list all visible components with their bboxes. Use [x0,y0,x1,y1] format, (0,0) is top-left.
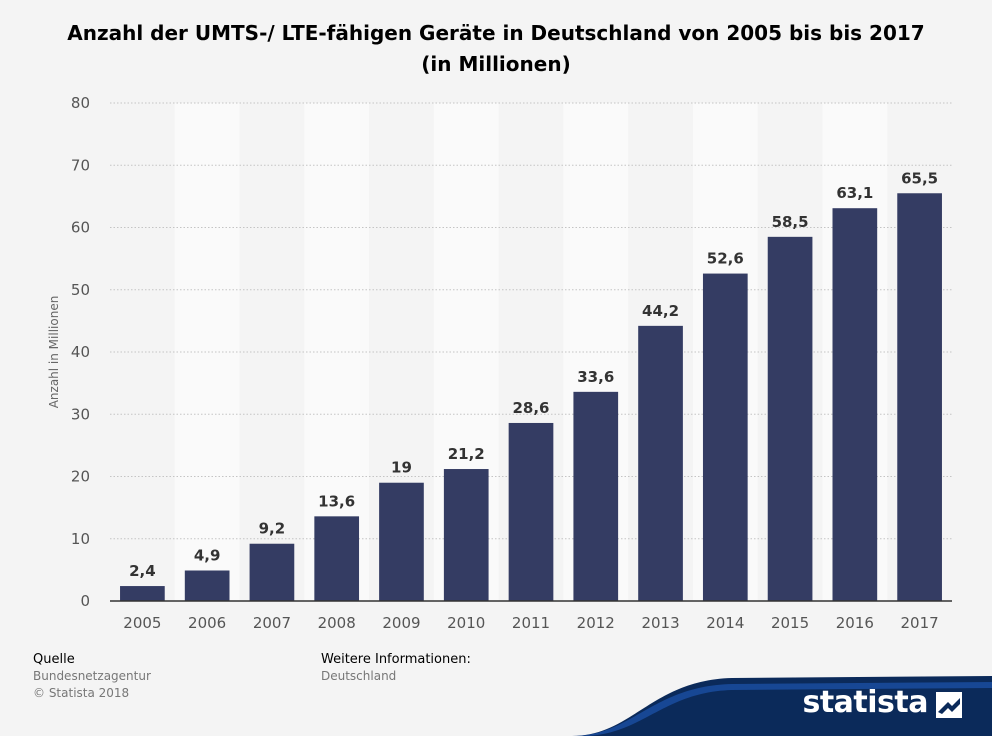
bar[interactable] [897,193,942,601]
y-tick-label: 50 [71,281,90,299]
data-label: 28,6 [512,399,549,417]
data-label: 58,5 [772,213,809,231]
chart-title-line-1: Anzahl der UMTS-/ LTE-fähigen Geräte in … [67,21,925,45]
bar[interactable] [832,208,878,601]
bar[interactable] [767,236,813,601]
bars [120,193,942,601]
x-axis-ticks: 2005 2006 2007 2008 2009 2010 2011 2012 2013 2014… [123,614,938,632]
data-label: 44,2 [642,302,679,320]
data-label: 33,6 [577,368,614,386]
bar[interactable] [120,586,165,601]
info-heading: Weitere Informationen: [321,652,471,667]
x-tick-label: 2012 [577,614,615,632]
data-label: 21,2 [448,445,485,463]
y-tick-label: 10 [71,530,90,548]
data-label: 2,4 [129,562,156,580]
bar[interactable] [573,391,619,601]
y-axis-ticks: 0 10 20 30 40 50 60 70 80 [71,94,90,610]
x-tick-label: 2015 [771,614,809,632]
value-labels: 2,4 4,9 9,2 13,6 19 21,2 28,6 33,6 44,2 52,6 58,5 6… [129,169,938,580]
data-label: 19 [391,459,412,477]
x-tick-label: 2011 [512,614,550,632]
y-axis-label: Anzahl in Millionen [47,296,61,409]
data-label: 63,1 [836,184,873,202]
data-label: 52,6 [707,250,744,268]
info-value: Deutschland [321,669,397,683]
bar[interactable] [379,482,424,601]
y-tick-label: 60 [71,219,90,237]
x-tick-label: 2010 [447,614,485,632]
info-block: Weitere Informationen: Deutschland [321,651,471,685]
x-tick-label: 2017 [901,614,939,632]
background-band [174,103,240,601]
y-tick-label: 20 [71,468,90,486]
bar[interactable] [443,469,489,601]
x-tick-label: 2013 [641,614,679,632]
y-tick-label: 40 [71,343,90,361]
data-label: 65,5 [901,169,938,187]
chart-title-line-2: (in Millionen) [421,52,571,76]
source-name[interactable]: Bundesnetzagentur [33,669,151,683]
data-label: 13,6 [318,492,355,510]
x-tick-label: 2009 [382,614,420,632]
brand-name[interactable]: statista [802,685,928,720]
bar[interactable] [638,325,683,601]
x-tick-label: 2006 [188,614,226,632]
bar[interactable] [314,516,360,601]
data-label: 9,2 [259,520,286,538]
y-tick-label: 70 [71,156,90,174]
y-tick-label: 80 [71,94,90,112]
x-tick-label: 2016 [836,614,874,632]
chart-title: Anzahl der UMTS-/ LTE-fähigen Geräte in … [0,18,992,80]
y-tick-label: 0 [80,592,90,610]
y-tick-label: 30 [71,405,90,423]
x-tick-label: 2008 [318,614,356,632]
bar[interactable] [184,570,230,601]
statista-logo-icon[interactable] [936,692,962,718]
x-tick-label: 2014 [706,614,744,632]
x-tick-label: 2007 [253,614,291,632]
data-label: 4,9 [194,546,221,564]
bar[interactable] [249,543,295,601]
x-tick-label: 2005 [123,614,161,632]
brand-banner [572,676,992,736]
bar[interactable] [508,422,554,601]
bar[interactable] [702,273,748,601]
copyright: © Statista 2018 [33,686,130,700]
bar-chart: 0 10 20 30 40 50 60 70 80 Anzahl in Millionen 2,… [47,94,952,632]
source-heading: Quelle [33,652,75,667]
source-block: Quelle Bundesnetzagentur © Statista 2018 [33,651,151,702]
